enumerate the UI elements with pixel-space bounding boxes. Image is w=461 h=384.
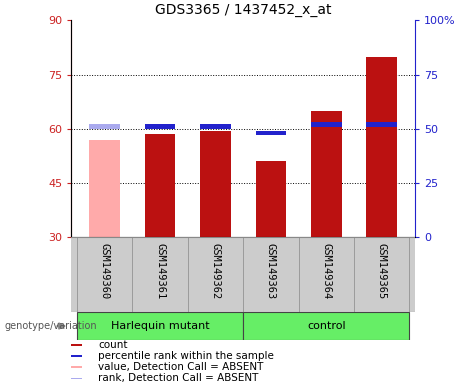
Text: GSM149361: GSM149361: [155, 243, 165, 299]
Text: GSM149365: GSM149365: [377, 243, 387, 299]
Bar: [89, 124, 120, 129]
Text: genotype/variation: genotype/variation: [5, 321, 97, 331]
Text: value, Detection Call = ABSENT: value, Detection Call = ABSENT: [98, 362, 263, 372]
Bar: [243, 312, 409, 340]
Bar: [145, 134, 175, 237]
Bar: [256, 131, 286, 135]
Text: GSM149363: GSM149363: [266, 243, 276, 299]
Title: GDS3365 / 1437452_x_at: GDS3365 / 1437452_x_at: [155, 3, 331, 17]
Bar: [311, 122, 342, 127]
Text: Harlequin mutant: Harlequin mutant: [111, 321, 209, 331]
Text: control: control: [307, 321, 346, 331]
Bar: [256, 161, 286, 237]
Bar: [311, 111, 342, 237]
Text: GSM149364: GSM149364: [321, 243, 331, 299]
Bar: [89, 140, 120, 237]
Bar: [71, 377, 82, 379]
Bar: [366, 122, 397, 127]
Text: percentile rank within the sample: percentile rank within the sample: [98, 351, 274, 361]
Bar: [200, 131, 230, 237]
Bar: [145, 124, 175, 129]
Bar: [366, 56, 397, 237]
Bar: [77, 312, 243, 340]
Bar: [71, 356, 82, 358]
Text: GSM149360: GSM149360: [100, 243, 110, 299]
Bar: [71, 366, 82, 368]
Text: rank, Detection Call = ABSENT: rank, Detection Call = ABSENT: [98, 374, 258, 384]
Bar: [71, 344, 82, 346]
Text: count: count: [98, 340, 127, 350]
Bar: [200, 124, 230, 129]
Text: GSM149362: GSM149362: [211, 243, 220, 299]
